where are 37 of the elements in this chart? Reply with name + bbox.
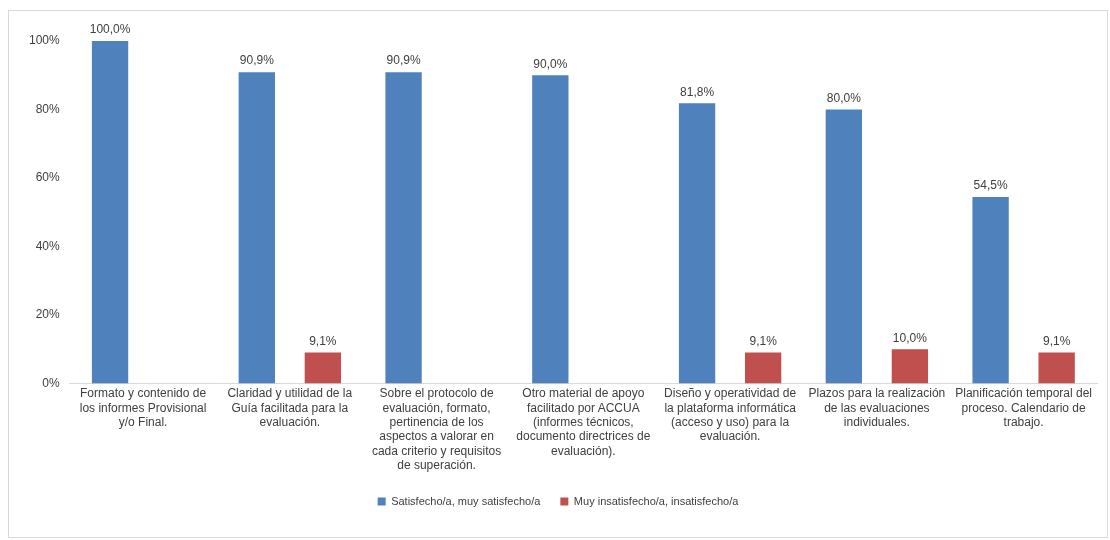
bar	[385, 72, 422, 384]
y-tick-label: 0%	[42, 375, 61, 390]
bar	[532, 75, 569, 384]
data-label: 80,0%	[826, 90, 862, 105]
y-tick-label: 20%	[35, 307, 61, 322]
y-tick-label: 40%	[35, 238, 61, 253]
x-tick-label: Formato y contenido de los informes Provisional y/o Final.	[79, 386, 207, 429]
bar	[891, 349, 929, 384]
data-label: 100,0%	[89, 22, 131, 37]
y-tick-label: 60%	[35, 170, 61, 185]
bar	[304, 352, 342, 384]
x-tick-label: Otro material de apoyo facilitado por ACCUA (informes técnicos, documento directrices de evaluación).	[516, 386, 651, 458]
bar	[1038, 352, 1075, 384]
x-tick-label: Planificación temporal del proceso. Calendario de trabajo.	[955, 386, 1092, 429]
bar	[825, 109, 862, 384]
data-label: 9,1%	[749, 333, 778, 348]
data-label: 10,0%	[892, 330, 928, 345]
x-tick-label: Diseño y operatividad de la plataforma informática (acceso y uso) para la evaluación.	[664, 386, 797, 444]
x-tick-label: Plazos para la realización de las evaluaciones individuales.	[808, 386, 946, 429]
data-label: 90,9%	[239, 53, 275, 68]
bar	[91, 41, 129, 384]
x-tick-label: Sobre el protocolo de evaluación, formato, pertinencia de los aspectos a valorar en cada criterio y requisitos de superación.	[371, 386, 502, 473]
data-label: 90,0%	[533, 56, 568, 71]
bar	[972, 196, 1009, 384]
data-label: 81,8%	[680, 84, 715, 99]
legend-label: Muy insatisfecho/a, insatisfecho/a	[573, 494, 740, 507]
legend-label: Satisfecho/a, muy satisfecho/a	[391, 494, 542, 507]
data-label: 90,9%	[386, 53, 421, 68]
bar	[678, 103, 716, 384]
data-label: 9,1%	[309, 333, 337, 348]
data-label: 54,5%	[973, 178, 1008, 193]
data-label: 9,1%	[1042, 333, 1071, 348]
bar	[744, 352, 782, 384]
y-tick-label: 100%	[28, 33, 61, 48]
bar	[238, 72, 275, 384]
x-tick-label: Claridad y utilidad de la Guía facilitada para la evaluación.	[227, 386, 353, 429]
y-tick-label: 80%	[35, 101, 61, 116]
